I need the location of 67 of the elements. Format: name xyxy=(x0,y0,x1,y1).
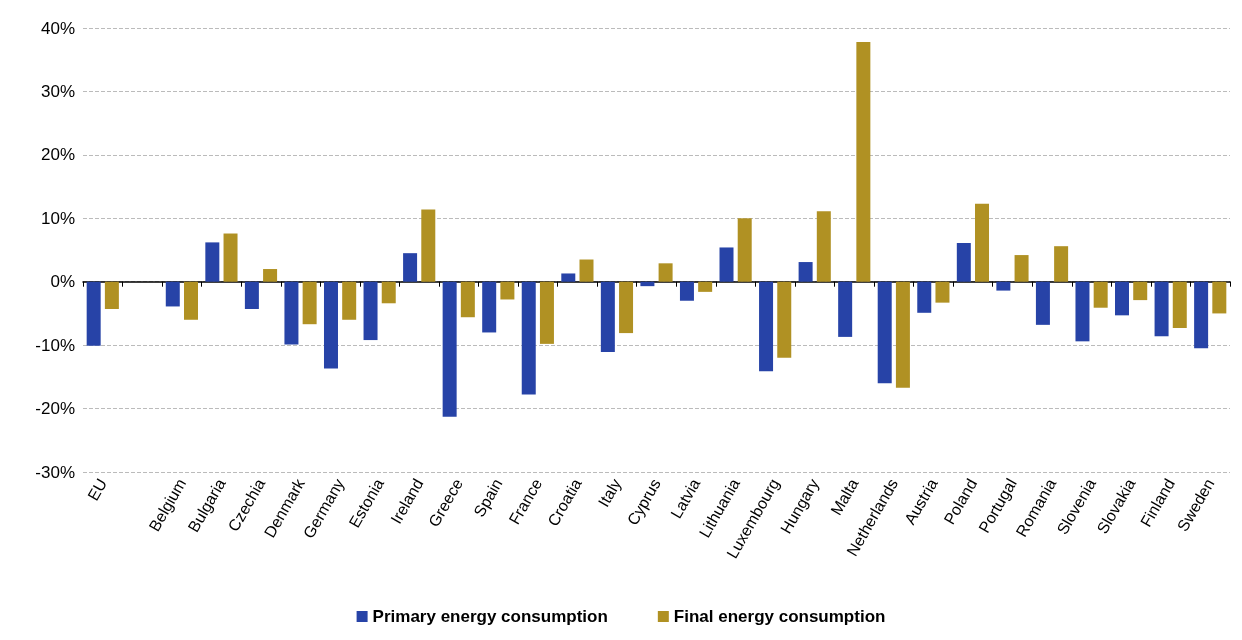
y-tick-label: -10% xyxy=(35,335,75,355)
y-tick-label: -20% xyxy=(35,399,75,419)
bar xyxy=(956,243,971,282)
y-tick-label: 20% xyxy=(40,145,75,165)
bar xyxy=(263,269,278,282)
bar xyxy=(342,281,357,320)
bar xyxy=(877,281,892,384)
bar xyxy=(521,281,536,395)
bar xyxy=(640,281,655,287)
bar xyxy=(205,242,220,282)
legend-label: Final energy consumption xyxy=(673,607,886,626)
bar xyxy=(539,281,554,344)
bar xyxy=(737,218,752,282)
bar xyxy=(482,281,497,333)
bar xyxy=(1212,281,1227,314)
bar xyxy=(816,211,831,282)
bar xyxy=(917,281,932,313)
bar xyxy=(363,281,378,341)
bar xyxy=(302,281,317,325)
bar xyxy=(579,259,594,282)
bar xyxy=(403,253,418,282)
bar xyxy=(1035,281,1050,325)
bar xyxy=(1172,281,1187,329)
bar xyxy=(381,281,396,304)
bar xyxy=(500,281,515,300)
bar xyxy=(1054,246,1069,282)
bar xyxy=(856,41,871,282)
bar xyxy=(798,262,813,282)
bar xyxy=(442,281,457,417)
bar xyxy=(698,281,713,292)
bar xyxy=(838,281,853,337)
y-tick-label: 0% xyxy=(50,272,75,292)
bar xyxy=(323,281,338,369)
bar xyxy=(1154,281,1169,337)
bar xyxy=(658,263,673,282)
y-tick-label: 30% xyxy=(40,81,75,101)
bar xyxy=(975,203,990,282)
y-tick-label: 40% xyxy=(40,18,75,38)
y-tick-label: 10% xyxy=(40,208,75,228)
bar xyxy=(759,281,774,372)
bar xyxy=(1194,281,1209,349)
bar xyxy=(1014,255,1029,282)
bar xyxy=(1093,281,1108,308)
legend-label: Primary energy consumption xyxy=(372,607,608,626)
bar xyxy=(600,281,615,353)
bar xyxy=(183,281,198,320)
bar xyxy=(777,281,792,358)
bar xyxy=(421,209,436,282)
bar xyxy=(619,281,634,334)
bar xyxy=(935,281,950,303)
bar xyxy=(1115,281,1130,316)
bar xyxy=(244,281,259,309)
bar xyxy=(719,247,734,282)
bar xyxy=(223,233,238,282)
bar xyxy=(460,281,475,318)
bar xyxy=(561,273,576,282)
bar xyxy=(679,281,694,301)
x-tick-label: EU xyxy=(84,475,111,504)
bar xyxy=(284,281,299,345)
bar xyxy=(86,281,101,346)
bar xyxy=(996,281,1011,291)
bar xyxy=(1075,281,1090,342)
bar xyxy=(165,281,180,307)
bar xyxy=(104,281,119,309)
bar xyxy=(1133,281,1148,301)
bar xyxy=(895,281,910,388)
y-tick-label: -30% xyxy=(35,462,75,482)
